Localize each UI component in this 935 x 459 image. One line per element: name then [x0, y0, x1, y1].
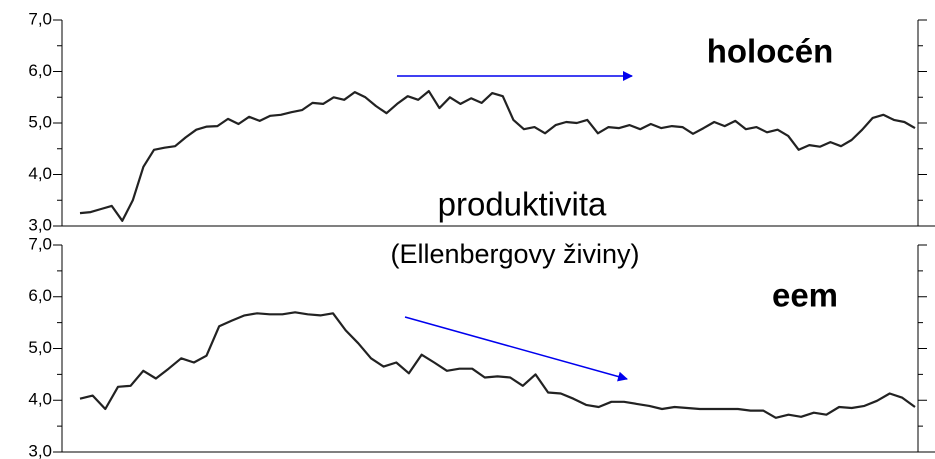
annotation: (Ellenbergovy živiny) [390, 239, 639, 269]
y-tick-label: 4,0 [28, 164, 52, 183]
y-tick-label: 7,0 [28, 9, 52, 28]
y-tick-label: 5,0 [28, 112, 52, 131]
data-line [79, 90, 916, 222]
y-tick-label: 4,0 [28, 390, 52, 409]
y-tick-label: 7,0 [28, 234, 52, 253]
panel-title: holocén [707, 33, 834, 70]
y-tick-label: 3,0 [28, 215, 52, 234]
y-tick-label: 6,0 [28, 61, 52, 80]
annotation: produktivita [438, 186, 607, 223]
arrow [404, 316, 628, 382]
y-tick-label: 5,0 [28, 338, 52, 357]
y-tick-label: 6,0 [28, 286, 52, 305]
panel-title: eem [772, 277, 838, 314]
y-tick-label: 3,0 [28, 441, 52, 459]
data-line [79, 311, 916, 419]
